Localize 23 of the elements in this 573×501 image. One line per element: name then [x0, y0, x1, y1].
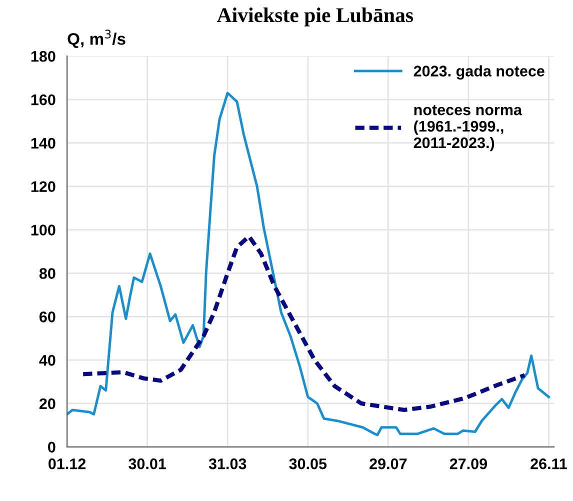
y-tick-label: 80 — [39, 268, 56, 279]
y-tick-label: 160 — [31, 94, 56, 106]
legend-label: 2023. gada notece — [414, 65, 544, 80]
y-tick-label: 40 — [39, 354, 56, 366]
x-tick-label: 27.09 — [450, 458, 488, 470]
y-tick-label: 20 — [39, 398, 56, 410]
y-tick-label: 180 — [31, 50, 56, 62]
x-tick-label: 26.11 — [530, 458, 568, 470]
y-tick-label: 140 — [31, 138, 56, 149]
y-axis-title: Q, m$^{3}$/s — [68, 30, 126, 48]
x-tick-label: 31.03 — [208, 458, 246, 470]
x-tick-label: 30.05 — [289, 458, 327, 470]
legend-label: noteces norma (1961.-1999., 2011-2023.) — [414, 105, 522, 152]
chart-title: Aiviekste pie Lubānas — [216, 8, 414, 26]
y-tick-label: 100 — [31, 224, 56, 236]
line-series — [81, 234, 527, 412]
y-tick-label: 0 — [48, 442, 56, 453]
x-tick-label: 30.01 — [128, 458, 166, 470]
y-tick-label: 60 — [39, 312, 56, 322]
line-series — [67, 92, 550, 436]
x-tick-label: 01.12 — [48, 458, 86, 470]
y-tick-label: 120 — [31, 181, 56, 192]
x-tick-label: 29.07 — [370, 458, 407, 470]
